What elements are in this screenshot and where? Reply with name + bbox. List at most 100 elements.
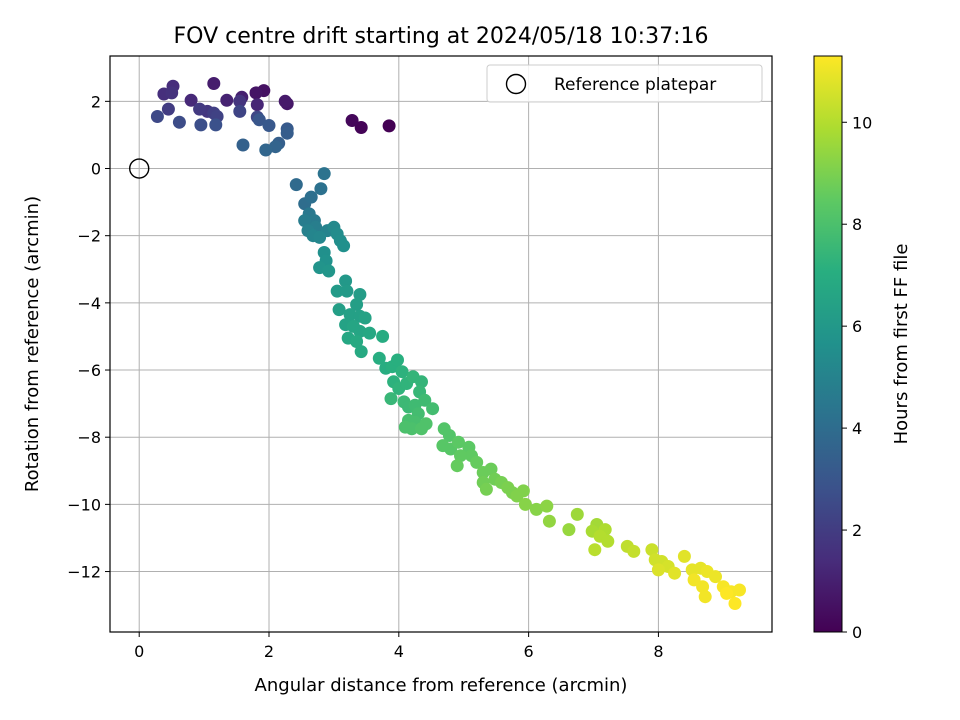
data-point <box>165 86 179 100</box>
data-point <box>207 77 221 90</box>
data-point <box>479 482 493 496</box>
data-point <box>298 214 312 228</box>
data-point <box>415 422 428 436</box>
y-tick-label: 2 <box>91 92 101 111</box>
data-point <box>193 102 207 116</box>
x-axis-ticks: 0 2 4 6 8 <box>134 632 664 661</box>
x-tick-label: 2 <box>264 642 274 661</box>
legend-box <box>486 64 763 103</box>
reference-marker-layer <box>129 158 150 179</box>
data-point <box>418 393 432 407</box>
data-point <box>249 86 263 100</box>
data-point <box>601 534 615 548</box>
colorbar-gradient <box>813 55 843 633</box>
grid <box>110 56 772 632</box>
x-tick-label: 6 <box>524 642 534 661</box>
data-point <box>172 115 186 129</box>
data-point <box>209 118 223 132</box>
plot-area: 0 2 4 6 8 2 0 −2 −4 −6 −8 −10 −12 <box>67 55 773 661</box>
data-point <box>345 114 359 127</box>
data-point <box>470 455 484 469</box>
data-point <box>262 119 276 132</box>
data-point <box>540 499 554 513</box>
data-point <box>452 435 465 449</box>
data-point <box>161 102 175 116</box>
data-point <box>280 126 294 140</box>
data-point <box>194 118 208 132</box>
data-point <box>426 402 440 416</box>
data-point <box>484 462 498 476</box>
data-point <box>454 449 467 463</box>
chart-title: FOV centre drift starting at 2024/05/18 … <box>174 24 709 49</box>
colorbar-ticks: 0 2 4 6 8 10 <box>842 113 872 642</box>
data-point <box>542 514 556 528</box>
data-point <box>450 459 464 473</box>
data-point <box>354 121 368 134</box>
reference-platepar-marker <box>129 158 150 179</box>
scatter-points <box>150 77 746 610</box>
data-point <box>233 104 247 118</box>
legend: Reference platepar <box>486 64 763 103</box>
data-point <box>353 324 367 338</box>
data-point <box>518 497 532 511</box>
data-point <box>677 549 691 563</box>
data-point <box>733 583 746 597</box>
data-point <box>339 274 353 288</box>
data-point <box>332 303 346 317</box>
y-tick-label: −10 <box>67 495 101 514</box>
data-point <box>570 507 584 521</box>
colorbar-tick-label: 6 <box>852 317 862 336</box>
data-point <box>220 93 234 107</box>
data-point <box>363 326 377 340</box>
data-point <box>259 143 273 157</box>
plot-frame <box>109 55 773 633</box>
data-point <box>709 570 722 584</box>
y-axis-label: Rotation from reference (arcmin) <box>22 196 43 492</box>
data-point <box>358 311 372 325</box>
data-point <box>322 264 336 278</box>
data-point <box>415 375 428 389</box>
colorbar-label: Hours from first FF file <box>891 244 912 445</box>
colorbar-tick-label: 10 <box>852 113 872 132</box>
y-tick-label: −12 <box>67 563 101 582</box>
x-axis-label: Angular distance from reference (arcmin) <box>255 675 628 696</box>
data-point <box>562 523 576 537</box>
data-point <box>314 182 328 196</box>
data-point <box>150 110 164 123</box>
legend-label: Reference platepar <box>554 75 716 95</box>
data-point <box>698 590 712 604</box>
data-point <box>278 94 292 108</box>
legend-open-circle-marker <box>505 73 527 95</box>
data-point <box>353 288 367 301</box>
data-point <box>252 113 266 127</box>
data-point <box>529 502 543 516</box>
data-point <box>236 138 250 152</box>
y-axis-ticks: 2 0 −2 −4 −6 −8 −10 −12 <box>67 92 110 582</box>
data-point <box>317 167 331 181</box>
data-point <box>350 298 364 311</box>
y-tick-label: 0 <box>91 160 101 179</box>
colorbar-tick-label: 2 <box>852 521 862 540</box>
data-point <box>668 566 682 580</box>
data-point <box>304 190 318 204</box>
y-tick-label: −6 <box>77 361 101 380</box>
data-point <box>696 580 710 594</box>
data-point <box>184 93 198 107</box>
data-point <box>330 284 344 298</box>
data-point <box>588 543 602 557</box>
data-point <box>313 230 327 244</box>
y-tick-label: −8 <box>77 428 101 447</box>
data-point <box>350 335 364 348</box>
data-point <box>510 489 524 503</box>
data-point <box>728 597 742 610</box>
data-point <box>337 239 351 253</box>
data-point <box>376 329 390 343</box>
data-point <box>233 94 247 108</box>
data-point <box>645 543 659 557</box>
x-tick-label: 8 <box>653 642 663 661</box>
data-point <box>250 98 264 112</box>
data-point <box>395 365 409 379</box>
data-point <box>340 284 354 298</box>
data-point <box>720 586 734 600</box>
data-point <box>343 308 357 322</box>
